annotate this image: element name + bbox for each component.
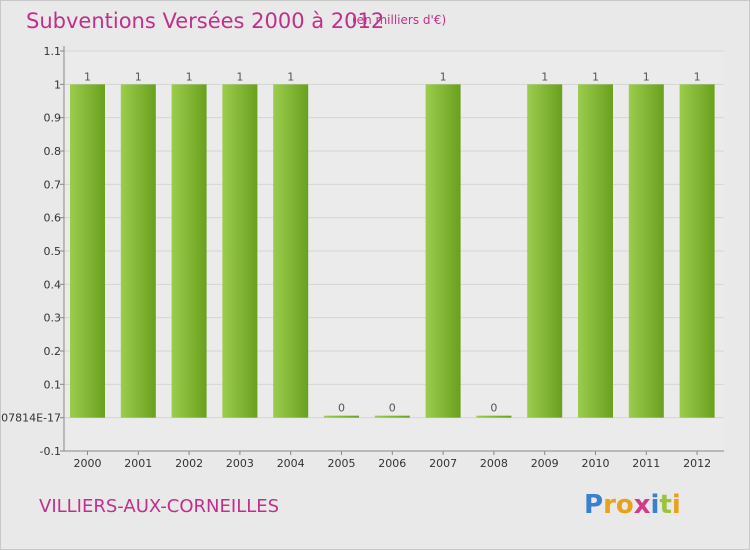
- bar-value-label: 0: [389, 402, 396, 415]
- x-tick-labels: 2000 2001 2002 2003 2004 2005 2006 2007 2008 2009…: [74, 451, 711, 470]
- y-tick-label: -0.1: [40, 445, 61, 458]
- y-tick-label: 0.1: [44, 378, 62, 391]
- logo-letter: i: [650, 490, 660, 520]
- logo-letter: x: [633, 490, 651, 520]
- logo-letter: P: [584, 490, 604, 520]
- bar-2008: [476, 415, 512, 418]
- y-tick-label: 0.2: [44, 345, 62, 358]
- x-tick-label: 2000: [74, 457, 102, 470]
- x-tick-label: 2010: [582, 457, 610, 470]
- x-tick-label: 2005: [328, 457, 356, 470]
- y-tick-label: 0.5: [44, 245, 62, 258]
- bar-2012: [679, 84, 715, 418]
- y-tick-label: 1.1: [44, 45, 62, 58]
- proxiti-logo: Proxiti: [584, 490, 681, 520]
- bar-value-label: 1: [84, 70, 91, 83]
- bar-2000: [70, 84, 105, 418]
- y-tick-label: 0.6: [44, 212, 62, 225]
- bar-value-label: 1: [287, 70, 294, 83]
- chart-title: Subventions Versées 2000 à 2012: [26, 9, 385, 33]
- x-tick-label: 2008: [480, 457, 508, 470]
- y-tick-label: 1.3877787807814E-17: [1, 412, 61, 425]
- y-tick-label: 0.3: [44, 312, 62, 325]
- bar-2007: [425, 84, 461, 418]
- x-tick-label: 2004: [277, 457, 305, 470]
- bar-value-label: 1: [592, 70, 599, 83]
- unit-label: (en milliers d'€): [352, 13, 447, 27]
- bar-2010: [578, 84, 613, 418]
- bar-2006: [374, 415, 410, 418]
- y-tick-label: 0.4: [44, 278, 62, 291]
- bar-value-label: 1: [694, 70, 701, 83]
- bar-2003: [222, 84, 258, 418]
- logo-letter: o: [615, 490, 634, 520]
- bar-2005: [324, 415, 359, 418]
- x-tick-label: 2009: [531, 457, 559, 470]
- x-tick-label: 2011: [632, 457, 660, 470]
- x-tick-label: 2001: [124, 457, 152, 470]
- bars: 1 1 1 1 1 0 0 1 0 1 1 1 1: [70, 70, 715, 418]
- bar-value-label: 1: [541, 70, 548, 83]
- bar-value-label: 1: [186, 70, 193, 83]
- x-tick-label: 2006: [378, 457, 406, 470]
- bar-value-label: 1: [135, 70, 142, 83]
- commune-name: VILLIERS-AUX-CORNEILLES: [39, 496, 280, 517]
- bar-value-label: 0: [490, 402, 497, 415]
- axes: [63, 46, 724, 452]
- logo-letter: i: [671, 490, 681, 520]
- bar-value-label: 0: [338, 402, 345, 415]
- x-tick-label: 2012: [683, 457, 711, 470]
- logo-letter: t: [659, 490, 672, 520]
- bar-2011: [628, 84, 664, 418]
- bar-value-label: 1: [440, 70, 447, 83]
- y-tick-label: 0.7: [44, 178, 62, 191]
- x-tick-label: 2007: [429, 457, 457, 470]
- logo-letter: r: [603, 490, 616, 520]
- bar-2002: [171, 84, 207, 418]
- bar-value-label: 1: [643, 70, 650, 83]
- y-tick-label: 0.8: [44, 145, 62, 158]
- y-tick-labels: 1.1 1 0.9 0.8 0.7 0.6 0.5 0.4 0.3 0.2 0.1 1.3877787…: [1, 45, 61, 458]
- bar-2009: [527, 84, 563, 418]
- y-tick-label: 1: [54, 78, 61, 91]
- bar-2001: [120, 84, 156, 418]
- y-tick-label: 0.9: [44, 112, 62, 125]
- x-tick-label: 2002: [175, 457, 203, 470]
- bar-2004: [273, 84, 309, 418]
- x-tick-label: 2003: [226, 457, 254, 470]
- bar-value-label: 1: [236, 70, 243, 83]
